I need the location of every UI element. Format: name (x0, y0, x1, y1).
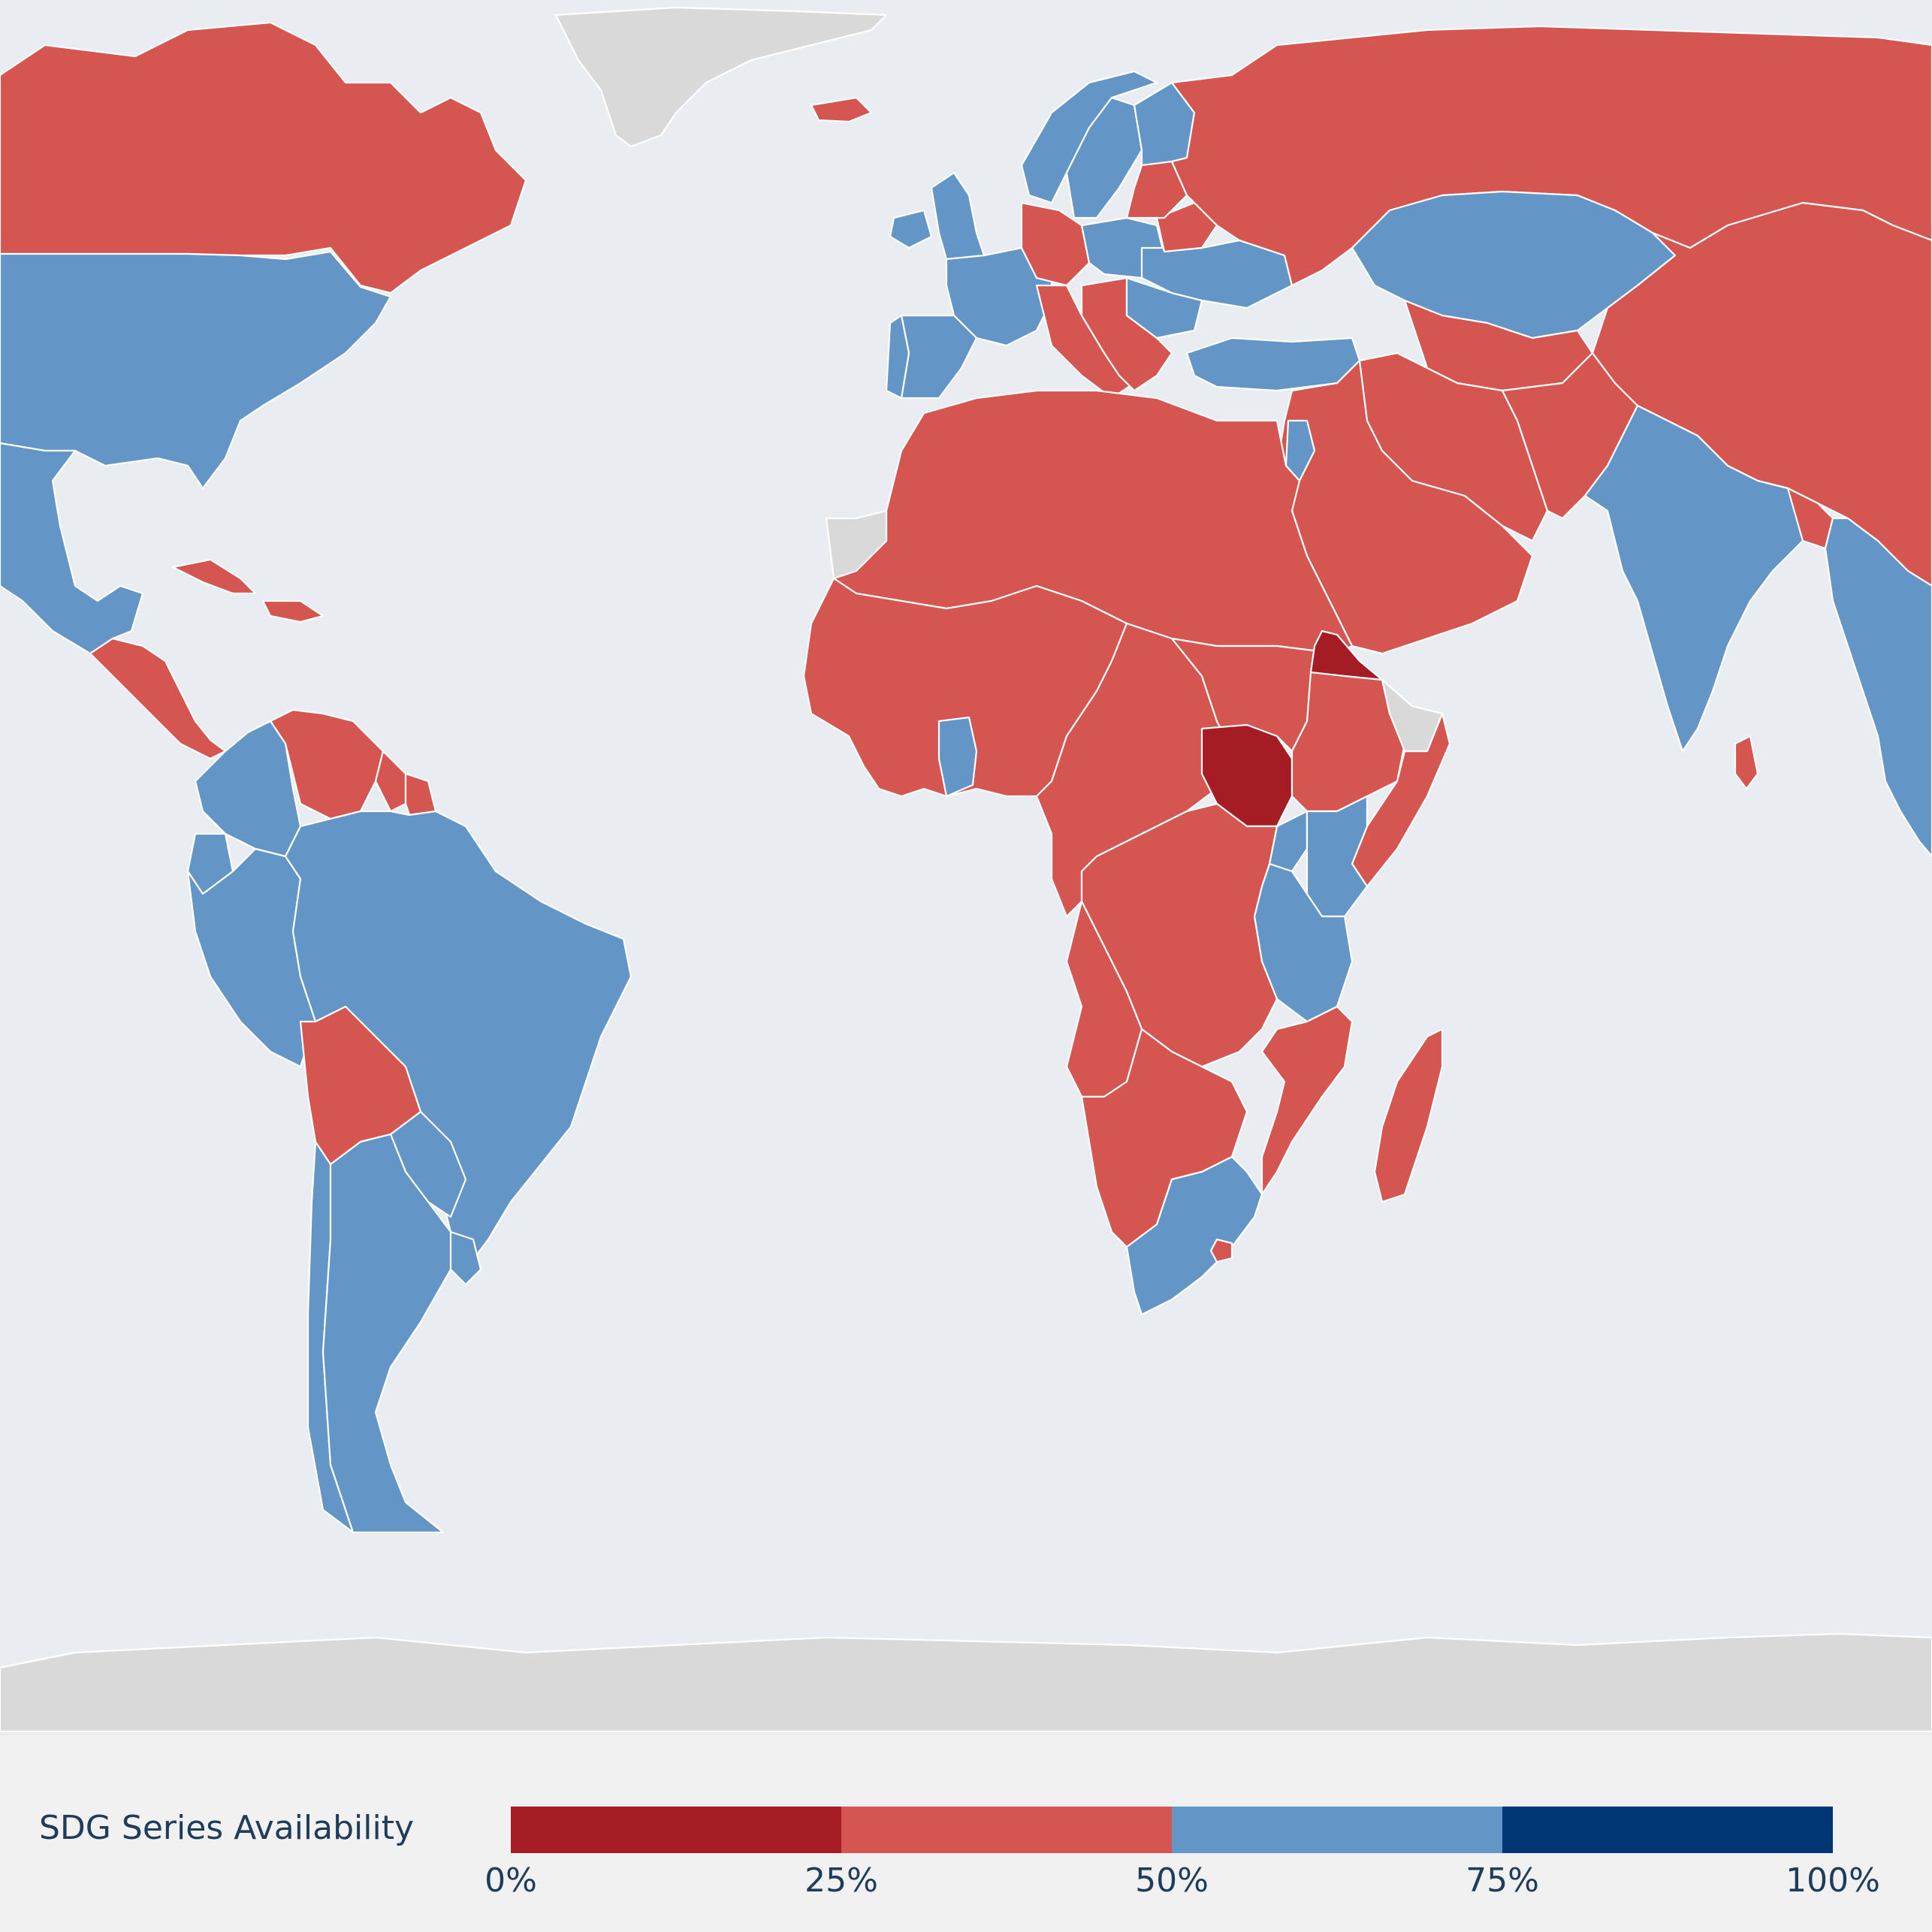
legend-tick-75: 75% (1466, 1861, 1539, 1900)
region-mexico[interactable] (0, 442, 144, 655)
region-ukraine[interactable] (1140, 239, 1294, 309)
region-india[interactable] (1583, 404, 1834, 753)
region-ghana[interactable] (937, 716, 978, 798)
region-united-states[interactable] (0, 250, 392, 490)
legend-swatch-75-100 (1502, 1807, 1833, 1853)
legend-tick-25: 25% (804, 1861, 878, 1900)
region-somaliland[interactable] (1381, 678, 1444, 753)
region-uruguay[interactable] (449, 1230, 482, 1286)
map-canvas[interactable] (0, 0, 1932, 1735)
world-choropleth-map[interactable] (0, 0, 1932, 1735)
legend-title: SDG Series Availability (39, 1809, 415, 1847)
region-kenya[interactable] (1306, 795, 1369, 918)
legend-tick-0: 0% (485, 1861, 537, 1900)
region-turkey[interactable] (1185, 337, 1361, 392)
region-belarus[interactable] (1155, 201, 1218, 253)
legend-swatch-0-25 (511, 1807, 841, 1853)
region-united-kingdom[interactable] (930, 171, 986, 261)
legend-colorbar (511, 1807, 1833, 1853)
region-mozambique[interactable] (1260, 1005, 1354, 1196)
region-jordan[interactable] (1284, 419, 1316, 482)
region-madagascar[interactable] (1373, 1028, 1444, 1203)
region-greenland[interactable] (554, 6, 888, 148)
legend-tick-50: 50% (1135, 1861, 1209, 1900)
region-portugal[interactable] (885, 314, 910, 400)
region-italy[interactable] (1035, 284, 1136, 400)
region-sri-lanka[interactable] (1734, 735, 1759, 790)
region-antarctica[interactable] (0, 1632, 1932, 1733)
region-guyana[interactable] (374, 750, 407, 813)
region-germany[interactable] (1020, 201, 1091, 287)
region-ireland[interactable] (889, 209, 933, 249)
region-canada[interactable] (0, 21, 527, 294)
region-south-africa[interactable] (1125, 1155, 1263, 1316)
region-south-sudan[interactable] (1200, 723, 1294, 828)
region-iceland[interactable] (810, 96, 873, 123)
legend-tick-100: 100% (1786, 1861, 1880, 1900)
region-lesotho[interactable] (1209, 1238, 1233, 1263)
region-france[interactable] (945, 246, 1053, 347)
region-central-america[interactable] (89, 637, 227, 760)
region-myanmar-southeast-asia[interactable] (1824, 517, 1932, 858)
region-caribbean[interactable] (171, 558, 325, 623)
region-argentina[interactable] (321, 1133, 452, 1534)
legend-swatch-25-50 (841, 1807, 1172, 1853)
region-western-sahara[interactable] (825, 509, 888, 580)
legend-swatch-50-75 (1172, 1807, 1502, 1853)
